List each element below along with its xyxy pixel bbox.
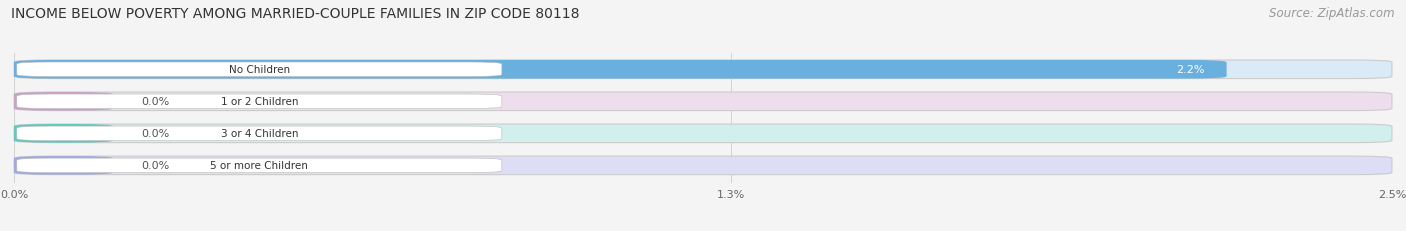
FancyBboxPatch shape	[17, 127, 502, 141]
FancyBboxPatch shape	[14, 93, 114, 111]
Text: 5 or more Children: 5 or more Children	[211, 161, 308, 171]
FancyBboxPatch shape	[17, 63, 502, 77]
FancyBboxPatch shape	[14, 93, 1392, 111]
Text: 0.0%: 0.0%	[141, 129, 169, 139]
Text: 3 or 4 Children: 3 or 4 Children	[221, 129, 298, 139]
FancyBboxPatch shape	[17, 95, 502, 109]
Text: 2.2%: 2.2%	[1175, 65, 1205, 75]
Text: INCOME BELOW POVERTY AMONG MARRIED-COUPLE FAMILIES IN ZIP CODE 80118: INCOME BELOW POVERTY AMONG MARRIED-COUPL…	[11, 7, 579, 21]
FancyBboxPatch shape	[14, 61, 1226, 79]
FancyBboxPatch shape	[17, 158, 502, 173]
FancyBboxPatch shape	[14, 156, 114, 175]
Text: 0.0%: 0.0%	[141, 97, 169, 107]
FancyBboxPatch shape	[14, 156, 1392, 175]
FancyBboxPatch shape	[14, 125, 1392, 143]
Text: 0.0%: 0.0%	[141, 161, 169, 171]
Text: No Children: No Children	[229, 65, 290, 75]
FancyBboxPatch shape	[14, 125, 114, 143]
Text: 1 or 2 Children: 1 or 2 Children	[221, 97, 298, 107]
FancyBboxPatch shape	[14, 61, 1392, 79]
Text: Source: ZipAtlas.com: Source: ZipAtlas.com	[1270, 7, 1395, 20]
